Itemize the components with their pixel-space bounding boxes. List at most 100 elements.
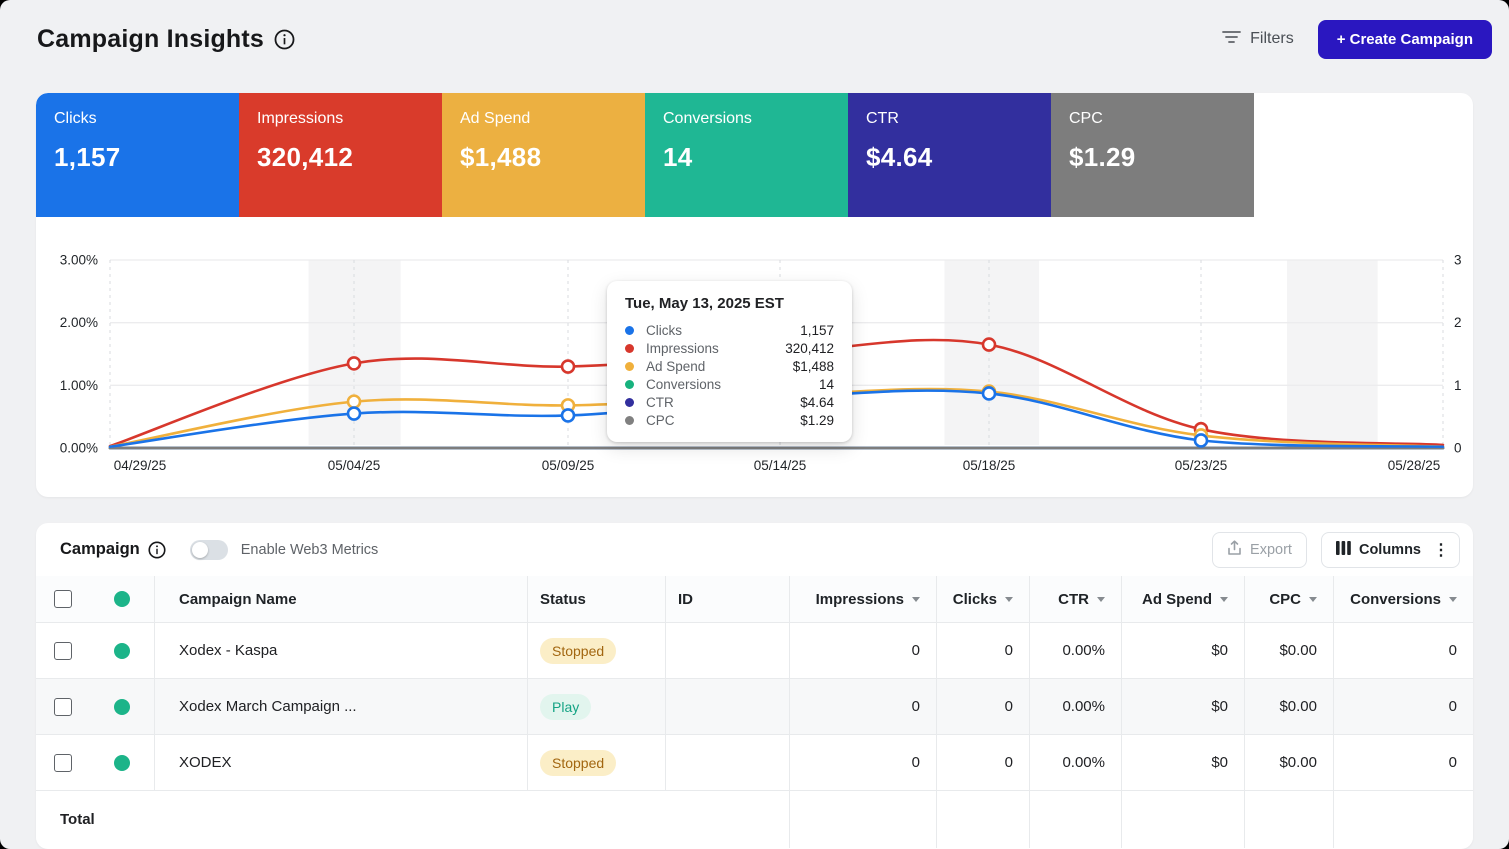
total-impressions-cell [790,791,937,848]
row-checkbox[interactable] [54,641,72,660]
campaign-name: Xodex - Kaspa [179,642,278,659]
column-header-ad-spend[interactable]: Ad Spend [1122,576,1245,623]
row-status-dot-cell [90,623,155,679]
metric-cards-strip: Clicks 1,157 Impressions 320,412 Ad Spend $1,… [36,93,1254,217]
conversions-cell: 0 [1334,623,1473,679]
sort-chevron-icon[interactable] [1005,596,1013,602]
tooltip-row: CTR $4.64 [625,393,834,411]
sort-chevron-icon[interactable] [1097,596,1105,602]
campaign-name-cell[interactable]: Xodex March Campaign ... [155,679,528,735]
metric-label: Impressions [257,110,344,127]
web3-metrics-toggle[interactable] [189,539,228,560]
status-badge: Stopped [540,637,617,664]
data-point-marker [981,337,997,352]
metric-card-impressions[interactable]: Impressions 320,412 [239,93,442,217]
id-cell [666,735,790,791]
metric-card-ad-spend[interactable]: Ad Spend $1,488 [442,93,645,217]
id-cell [666,623,790,679]
metric-value: $1.29 [1069,142,1136,172]
metric-value: 14 [663,142,693,172]
metric-card-conversions[interactable]: Conversions 14 [645,93,848,217]
y-axis-left-label: 2.00% [60,315,98,330]
data-point-marker [981,386,997,401]
metric-card-ctr[interactable]: CTR $4.64 [848,93,1051,217]
tooltip-metric-label: Clicks [646,322,682,338]
tooltip-metric-label: CTR [646,394,674,410]
export-button[interactable]: Export [1212,531,1307,568]
ad-spend-cell: $0 [1122,679,1245,735]
weekend-band [1287,260,1378,445]
filters-button[interactable]: Filters [1222,30,1294,49]
toggle-knob [191,541,208,558]
y-axis-left-label: 1.00% [60,378,98,393]
metric-value: 1,157 [54,142,121,172]
sort-chevron-icon[interactable] [1220,596,1228,602]
tooltip-metric-value: 1,157 [800,322,834,338]
column-header-clicks[interactable]: Clicks [937,576,1030,623]
metric-value: $1,488 [460,142,542,172]
tooltip-date: Tue, May 13, 2025 EST [625,295,784,312]
performance-trend-chart[interactable]: 0.00% 0 1.00% 1 2.00% 2 3.00% 3 04/29/25 05/04/25… [36,217,1473,497]
y-axis-left-label: 3.00% [60,253,98,268]
create-campaign-button[interactable]: + Create Campaign [1317,19,1492,59]
column-header-label: Ad Spend [1142,590,1212,608]
sort-chevron-icon[interactable] [912,596,920,602]
data-point-marker [346,356,362,371]
tooltip-metric-value: 320,412 [785,340,834,356]
column-header-label: Campaign Name [179,590,297,608]
y-axis-right-label: 2 [1454,315,1462,330]
status-dot [114,698,130,715]
legend-dot [625,397,634,407]
x-axis-label: 04/29/25 [114,458,167,473]
row-checkbox[interactable] [54,697,72,716]
sort-chevron-icon[interactable] [1309,596,1317,602]
column-header-campaign-name[interactable]: Campaign Name [155,576,528,623]
data-point-marker [346,394,362,409]
column-header-label: ID [678,590,693,608]
page-title: Campaign Insights [37,24,265,53]
row-checkbox[interactable] [54,753,72,772]
ctr-cell: 0.00% [1030,735,1122,791]
table-toolbar: Campaign Enable Web3 Metrics Export [36,523,1473,576]
title-info-icon[interactable] [274,29,295,50]
column-header-id[interactable]: ID [666,576,790,623]
impressions-cell: 0 [790,679,937,735]
y-axis-right-label: 3 [1454,253,1462,268]
x-axis-label: 05/14/25 [754,458,807,473]
column-header-status[interactable]: Status [528,576,666,623]
legend-dot [625,343,634,353]
kebab-menu-icon[interactable]: ⋮ [1433,541,1449,559]
campaign-name-cell[interactable]: Xodex - Kaspa [155,623,528,679]
chart-tooltip: Tue, May 13, 2025 EST Clicks 1,157 Impress… [607,281,852,442]
tooltip-row: Impressions 320,412 [625,339,834,357]
column-header-conversions[interactable]: Conversions [1334,576,1473,623]
sort-chevron-icon[interactable] [1449,596,1457,602]
legend-dot [625,325,634,335]
metric-value: $4.64 [866,142,933,172]
conversions-cell: 0 [1334,735,1473,791]
data-point-marker [1193,433,1209,448]
row-status-dot-cell [90,679,155,735]
column-header-ctr[interactable]: CTR [1030,576,1122,623]
column-header-impressions[interactable]: Impressions [790,576,937,623]
tooltip-metric-label: Ad Spend [646,358,706,374]
campaign-info-icon[interactable] [148,540,166,559]
columns-button[interactable]: Columns ⋮ [1320,531,1460,568]
metric-card-cpc[interactable]: CPC $1.29 [1051,93,1254,217]
total-label-cell: Total [36,791,790,848]
filter-icon [1222,30,1242,49]
metric-card-clicks[interactable]: Clicks 1,157 [36,93,239,217]
column-header-cpc[interactable]: CPC [1245,576,1334,623]
filters-label: Filters [1250,30,1294,47]
ctr-cell: 0.00% [1030,623,1122,679]
data-point-marker [346,406,362,421]
select-all-checkbox[interactable] [54,590,72,608]
legend-dot [625,361,634,371]
data-point-marker [560,408,576,423]
section-title: Campaign [60,540,166,559]
metric-label: CPC [1069,110,1103,127]
legend-dot [625,379,634,389]
campaign-name-cell[interactable]: XODEX [155,735,528,791]
ad-spend-cell: $0 [1122,735,1245,791]
header-select-all-cell [36,576,90,623]
